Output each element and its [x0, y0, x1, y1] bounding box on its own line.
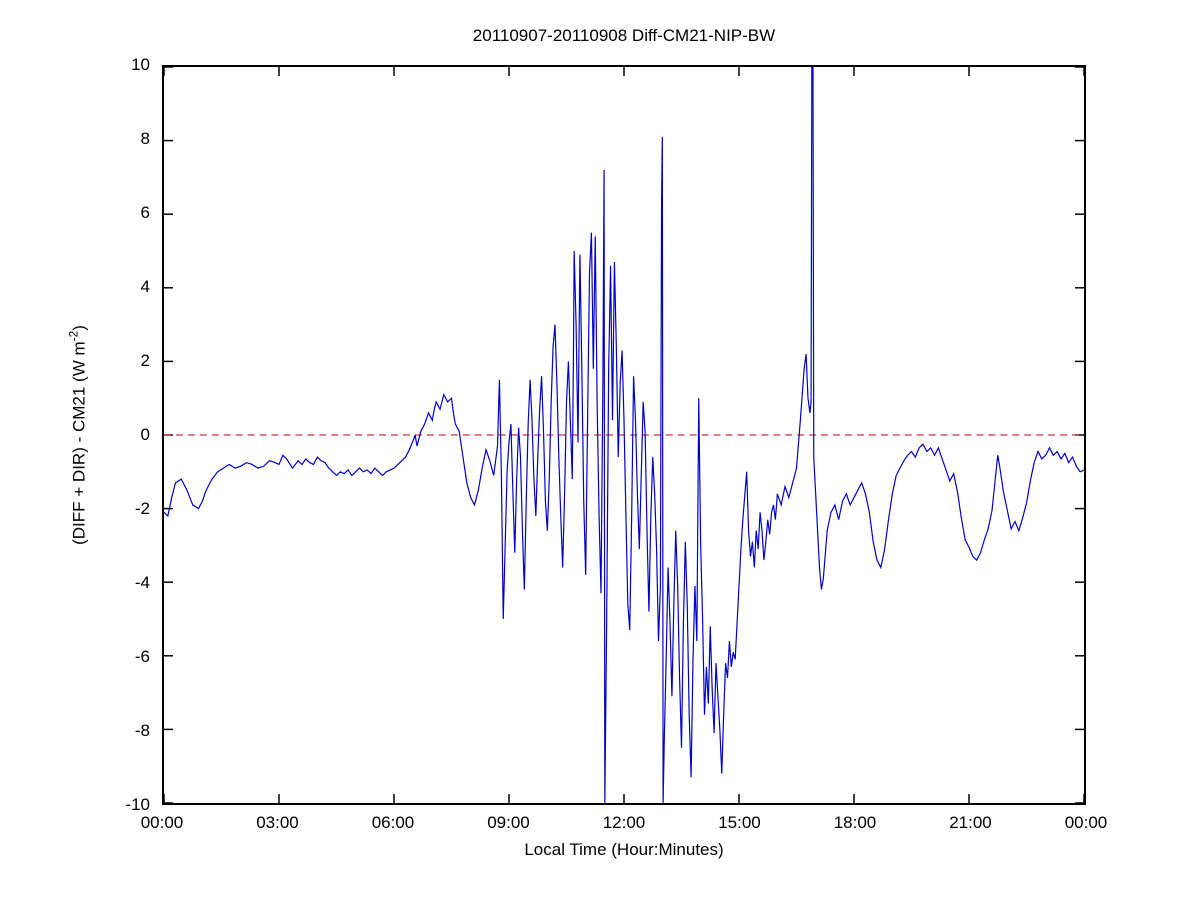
x-tick-label: 09:00 — [487, 813, 530, 832]
plot-area — [162, 65, 1086, 805]
y-tick-label: 0 — [140, 425, 150, 444]
data-series-line — [164, 67, 1084, 803]
y-tick-label: 10 — [131, 55, 150, 74]
x-tick-label: 06:00 — [371, 813, 415, 832]
x-tick-label: 18:00 — [833, 813, 877, 832]
chart-canvas — [164, 67, 1084, 803]
y-tick-label: -4 — [134, 573, 150, 592]
y-tick-label: -8 — [134, 721, 150, 740]
y-tick-label: 4 — [140, 277, 150, 296]
y-tick-label: 2 — [140, 351, 150, 370]
x-tick-label: 21:00 — [949, 813, 992, 832]
y-tick-label: -10 — [125, 795, 150, 814]
x-tick-label: 03:00 — [256, 813, 299, 832]
x-tick-label: 15:00 — [718, 813, 761, 832]
y-axis-label: (DIFF + DIR) - CM21 (W m-2) — [67, 325, 90, 545]
x-tick-label: 00:00 — [140, 813, 184, 832]
y-tick-label: 6 — [140, 203, 150, 222]
x-tick-label: 12:00 — [602, 813, 646, 832]
y-axis-label-superscript: -2 — [66, 330, 81, 342]
x-tick-label: 00:00 — [1064, 813, 1108, 832]
y-axis-label-text: (DIFF + DIR) - CM21 (W m — [69, 341, 89, 545]
y-axis-label-suffix: ) — [69, 325, 89, 331]
y-tick-label: -2 — [134, 499, 150, 518]
chart-title: 20110907-20110908 Diff-CM21-NIP-BW — [472, 26, 776, 45]
y-tick-label: -6 — [134, 647, 150, 666]
x-axis-label: Local Time (Hour:Minutes) — [524, 840, 724, 859]
y-tick-label: 8 — [140, 129, 150, 148]
